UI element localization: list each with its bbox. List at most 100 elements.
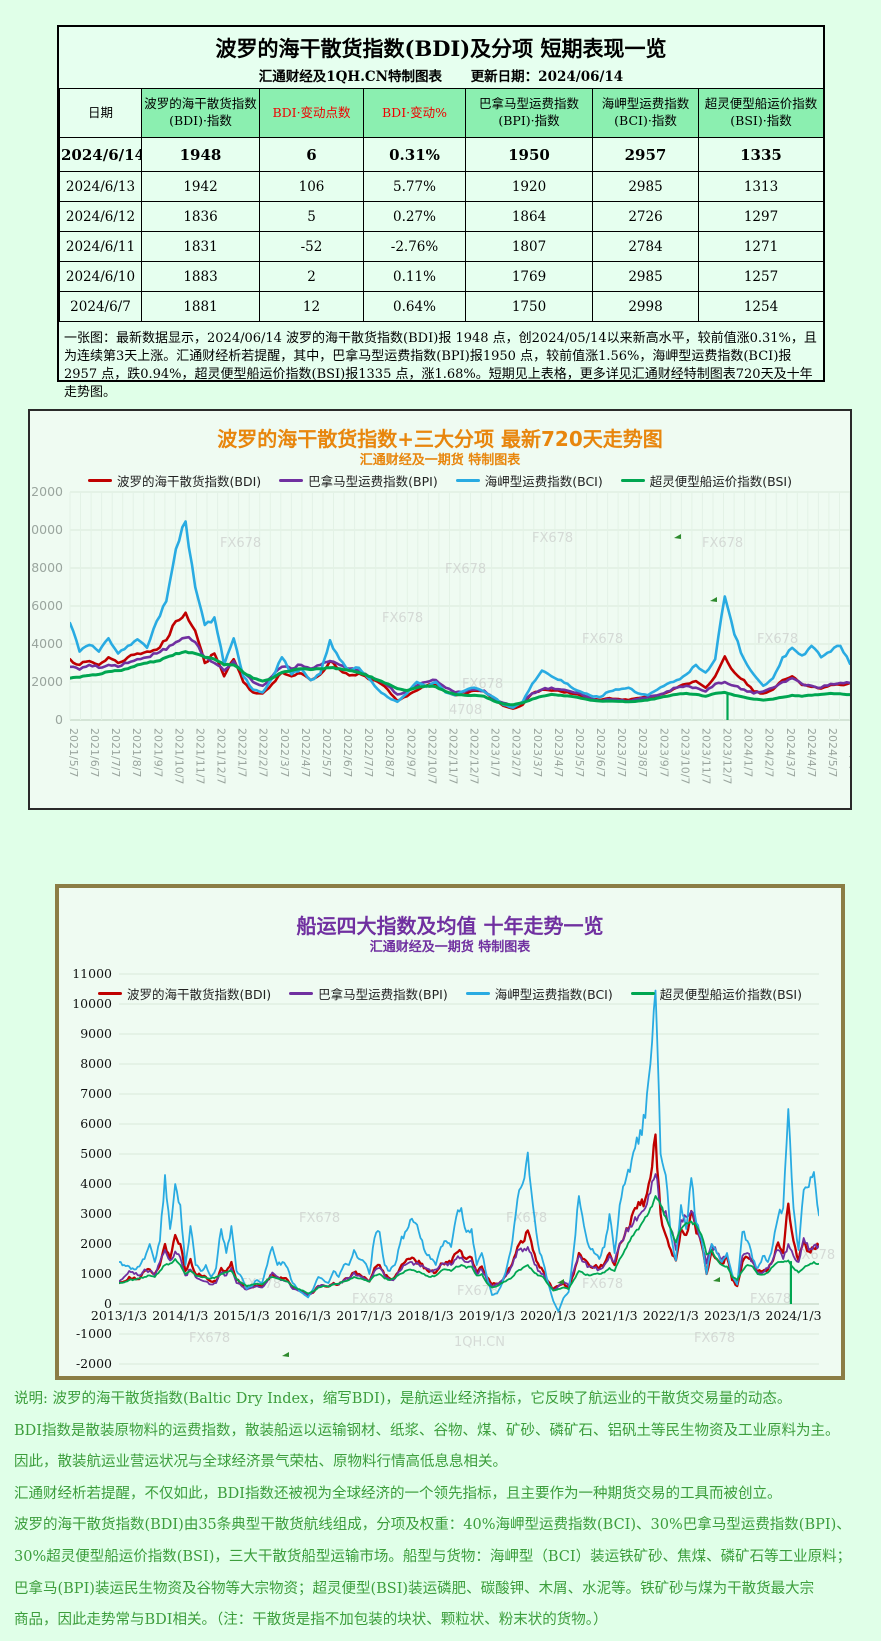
table-cell: 0.64% — [363, 291, 466, 322]
table-subtitle: 汇通财经及1QH.CN特制图表 更新日期：2024/06/14 — [59, 65, 823, 85]
chart-720d-panel: 波罗的海干散货指数+三大分项 最新720天走势图 汇通财经及一期货 特制图表 波… — [23, 409, 860, 810]
svg-text:2023/6/7: 2023/6/7 — [594, 728, 607, 777]
table-cell: 5.77% — [363, 171, 466, 202]
svg-text:3000: 3000 — [80, 1206, 112, 1221]
table-cell: 1950 — [465, 137, 593, 172]
svg-text:2022/12/7: 2022/12/7 — [468, 728, 481, 784]
table-cell: 1920 — [465, 171, 593, 202]
legend-line-swatch — [465, 992, 490, 995]
legend-item: 超灵便型船运价指数(BSI) — [630, 984, 802, 1003]
chart-720d-legend: 波罗的海干散货指数(BDI) 巴拿马型运费指数(BPI) 海岬型运费指数(BCI) 超… — [30, 471, 850, 490]
table-cell: 106 — [259, 171, 364, 202]
svg-text:FX678: FX678 — [445, 562, 486, 577]
svg-text:FX678: FX678 — [582, 1277, 623, 1292]
table-cell: 1297 — [698, 201, 824, 232]
table-cell: 2024/6/7 — [59, 291, 142, 322]
legend-label: 超灵便型船运价指数(BSI) — [659, 987, 802, 1002]
svg-text:FX678: FX678 — [189, 1331, 230, 1346]
short-term-table-panel: 波罗的海干散货指数(BDI)及分项 短期表现一览 汇通财经及1QH.CN特制图表… — [57, 25, 825, 400]
svg-text:2023/10/7: 2023/10/7 — [678, 728, 691, 784]
svg-text:2021/10/7: 2021/10/7 — [172, 728, 185, 784]
legend-line-swatch — [455, 479, 480, 482]
legend-label: 巴拿马型运费指数(BPI) — [318, 987, 448, 1002]
svg-text:2023/11/7: 2023/11/7 — [699, 728, 712, 784]
svg-text:1QH.CN: 1QH.CN — [454, 1335, 505, 1350]
table-header-cell: BDI·变动点数 — [259, 88, 364, 138]
table-row: 2024/6/10 1883 2 0.11% 1769 2985 1257 — [59, 261, 824, 292]
table-cell: 1257 — [698, 261, 824, 292]
legend-label: 波罗的海干散货指数(BDI) — [127, 987, 272, 1002]
svg-text:2022/1/7: 2022/1/7 — [236, 728, 249, 777]
table-cell: 1836 — [141, 201, 260, 232]
chart-10y-title: 船运四大指数及均值 十年走势一览 — [296, 914, 604, 938]
table-cell: 2726 — [592, 201, 699, 232]
table-cell: 0.27% — [363, 201, 466, 232]
table-cell: 1942 — [141, 171, 260, 202]
table-note: 一张图：最新数据显示，2024/06/14 波罗的海干散货指数(BDI)报 19… — [64, 331, 817, 400]
table-cell: 2024/6/12 — [59, 201, 142, 232]
table-cell: 1271 — [698, 231, 824, 262]
svg-text:2022/5/7: 2022/5/7 — [320, 728, 333, 777]
svg-text:2024/5/7: 2024/5/7 — [826, 728, 839, 777]
explanation-line: 商品，因此走势常与BDI相关。（注：干散货是指不加包装的块状、颗粒状、粉末状的货… — [14, 1612, 608, 1629]
svg-text:9000: 9000 — [80, 1026, 112, 1041]
table-cell: 2024/6/13 — [59, 171, 142, 202]
svg-text:2018/1/3: 2018/1/3 — [398, 1308, 454, 1323]
table-cell: 1254 — [698, 291, 824, 322]
svg-text:10000: 10000 — [30, 522, 63, 537]
svg-text:2021/9/7: 2021/9/7 — [151, 728, 164, 777]
svg-text:2021/6/7: 2021/6/7 — [88, 728, 101, 777]
table-header-cell: 海岬型运费指数 (BCI)·指数 — [592, 88, 699, 138]
svg-text:FX678: FX678 — [532, 531, 573, 546]
svg-text:12000: 12000 — [30, 484, 63, 499]
table-cell: 1948 — [141, 137, 260, 172]
explanation-line: 因此，散装航运业营运状况与全球经济景气荣枯、原物料行情高低息息相关。 — [14, 1454, 507, 1471]
svg-text:2014/1/3: 2014/1/3 — [152, 1308, 208, 1323]
svg-text:2022/1/3: 2022/1/3 — [643, 1308, 699, 1323]
svg-text:2023/9/7: 2023/9/7 — [657, 728, 670, 777]
table-cell: 1864 — [465, 201, 593, 232]
table-cell: 1881 — [141, 291, 260, 322]
legend-line-swatch — [289, 992, 314, 995]
explanation-line: 波罗的海干散货指数(BDI)由35条典型干散货航线组成，分项及权重：40%海岬型… — [14, 1517, 851, 1534]
svg-text:8000: 8000 — [31, 560, 63, 575]
svg-text:FX678: FX678 — [757, 632, 798, 647]
table-cell: 2985 — [592, 261, 699, 292]
svg-text:2000: 2000 — [31, 674, 63, 689]
legend-item: 海岬型运费指数(BCI) — [455, 471, 603, 490]
table-cell: -52 — [259, 231, 364, 262]
legend-item: 波罗的海干散货指数(BDI) — [98, 984, 271, 1003]
svg-text:2023/8/7: 2023/8/7 — [636, 728, 649, 777]
explanation-line: BDI指数是散装原物料的运费指数，散装船运以运输钢材、纸浆、谷物、煤、矿砂、磷矿… — [14, 1422, 840, 1439]
table-cell: 1335 — [698, 137, 824, 172]
svg-text:0: 0 — [104, 1296, 112, 1311]
table-cell: 6 — [259, 137, 364, 172]
legend-item: 海岬型运费指数(BCI) — [465, 984, 613, 1003]
table-cell: -2.76% — [363, 231, 466, 262]
legend-label: 海岬型运费指数(BCI) — [484, 474, 603, 489]
svg-text:2021/7/7: 2021/7/7 — [109, 728, 122, 777]
svg-text:2022/7/7: 2022/7/7 — [362, 728, 375, 777]
svg-text:2023/5/7: 2023/5/7 — [573, 728, 586, 777]
table-cell: 2998 — [592, 291, 699, 322]
table-cell: 1769 — [465, 261, 593, 292]
svg-text:-2000: -2000 — [76, 1356, 112, 1371]
legend-item: 巴拿马型运费指数(BPI) — [279, 471, 438, 490]
svg-text:5000: 5000 — [80, 1146, 112, 1161]
legend-line-swatch — [98, 992, 122, 995]
svg-text:2022/8/7: 2022/8/7 — [383, 728, 396, 777]
svg-text:2022/6/7: 2022/6/7 — [341, 728, 354, 777]
svg-text:4000: 4000 — [31, 636, 63, 651]
svg-text:2021/12/7: 2021/12/7 — [215, 728, 228, 784]
svg-text:2020/1/3: 2020/1/3 — [520, 1308, 576, 1323]
chart-720d-title: 波罗的海干散货指数+三大分项 最新720天走势图 — [217, 427, 663, 451]
svg-text:2022/10/7: 2022/10/7 — [425, 728, 438, 784]
table-header-cell: 巴拿马型运费指数 (BPI)·指数 — [465, 88, 593, 138]
svg-text:2024/1/7: 2024/1/7 — [742, 728, 755, 777]
source-label: 汇通财经及1QH.CN特制图表 — [258, 69, 442, 85]
svg-text:2013/1/3: 2013/1/3 — [91, 1308, 147, 1323]
chart-720d-subtitle: 汇通财经及一期货 特制图表 — [359, 453, 521, 468]
svg-text:2021/5/7: 2021/5/7 — [67, 728, 80, 777]
svg-text:2021/11/7: 2021/11/7 — [194, 728, 207, 784]
